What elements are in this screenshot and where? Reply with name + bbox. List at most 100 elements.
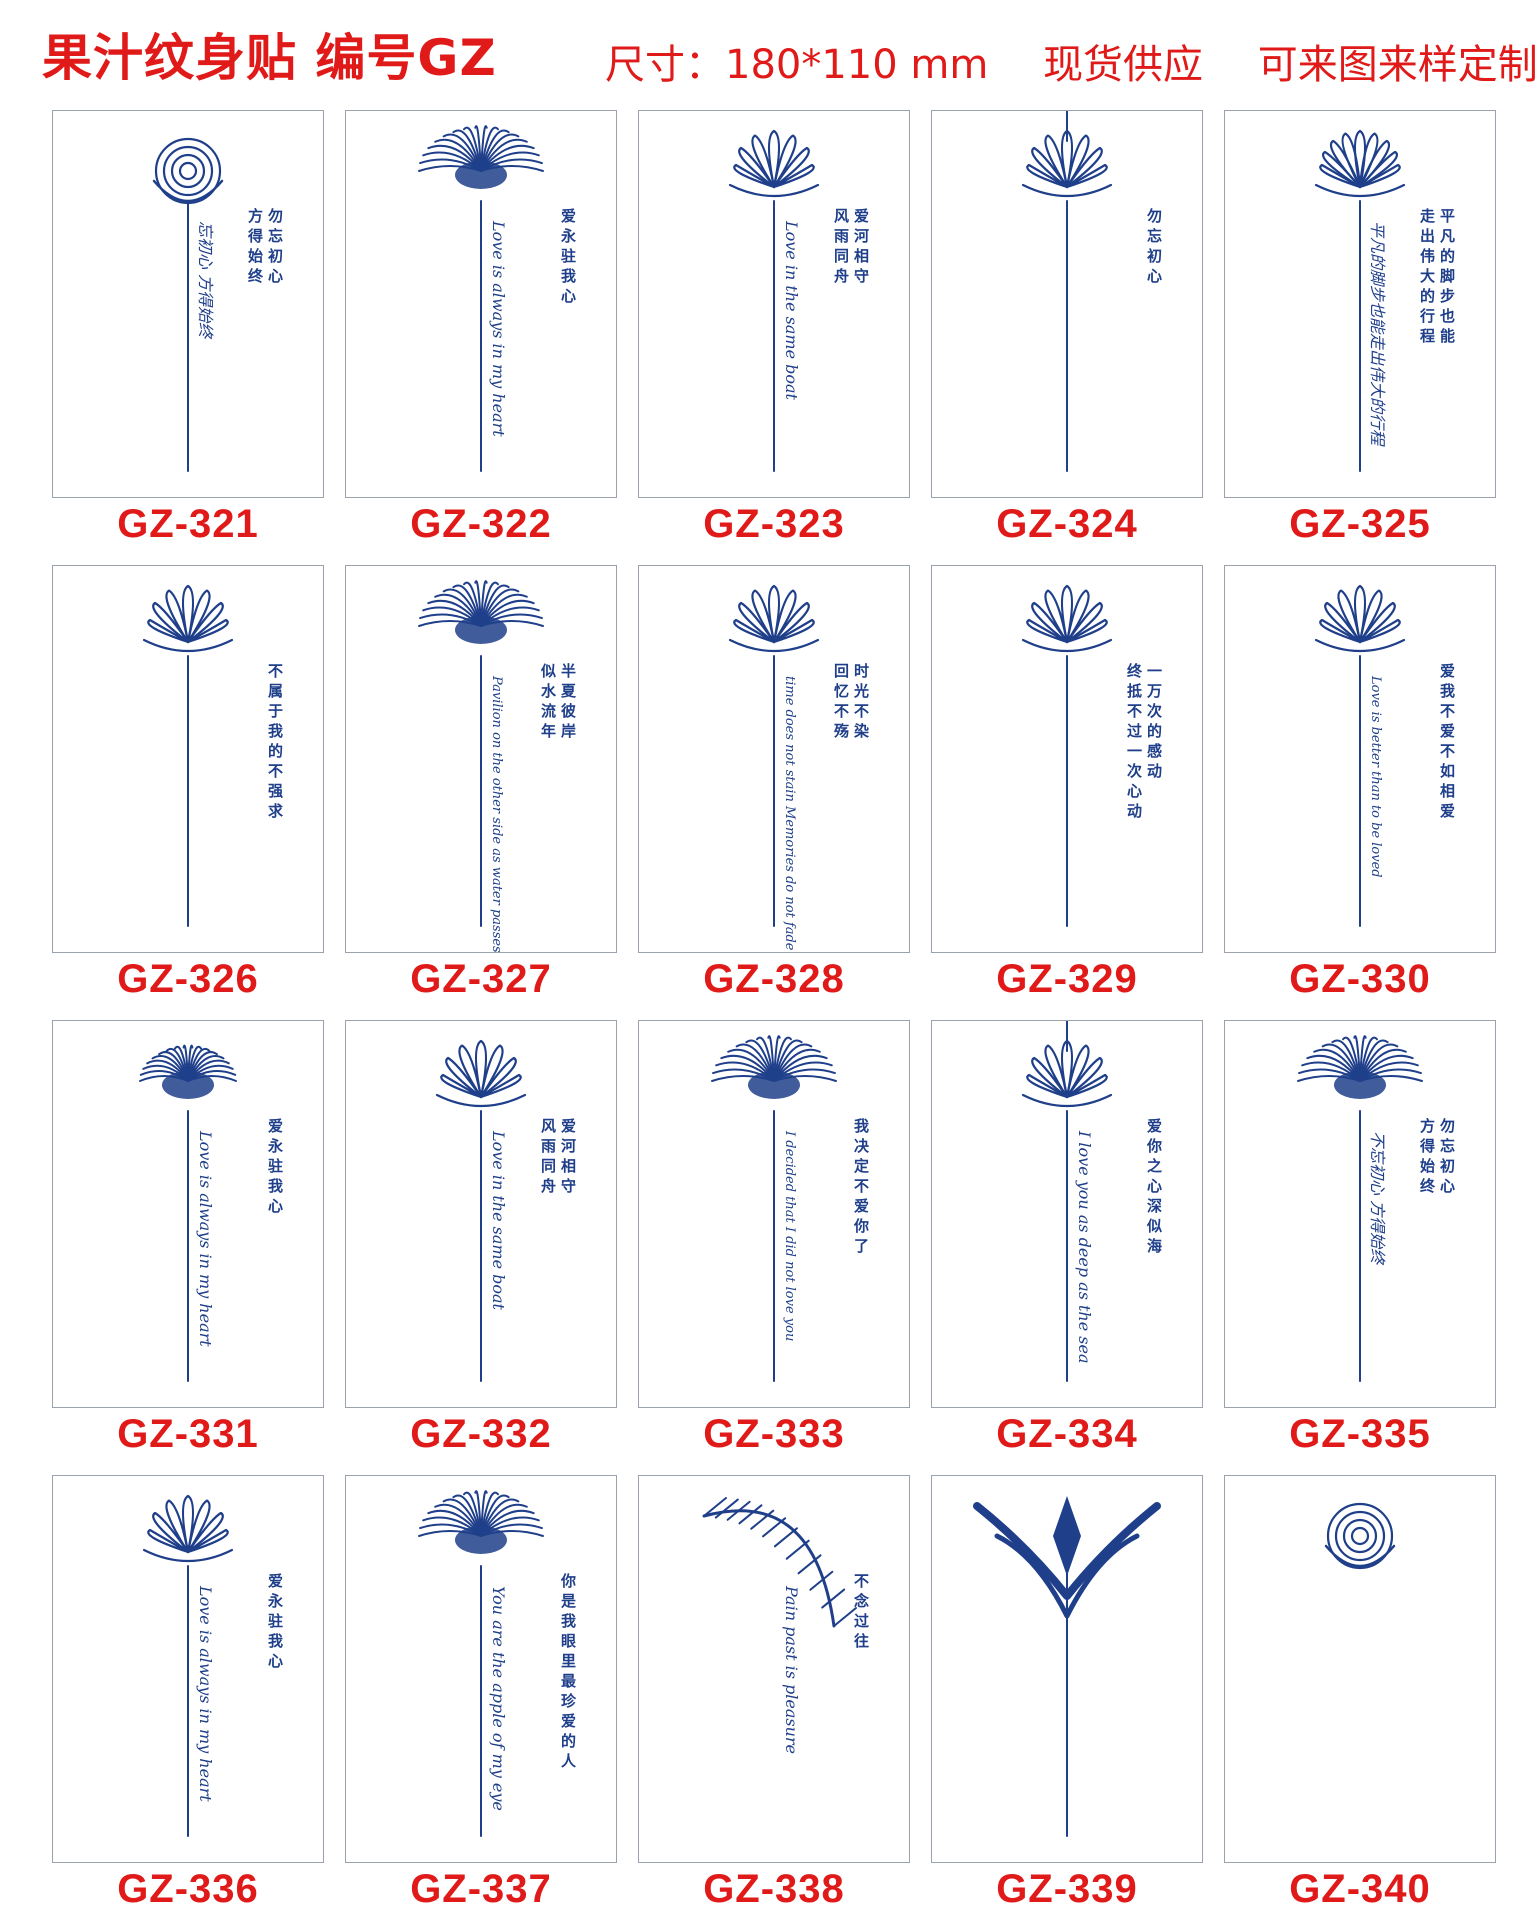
tattoo-script-text: Love in the same boat (489, 1130, 508, 1311)
tattoo-artwork: You are the apple of my eye 你是我眼里最珍爱的人 (418, 1490, 577, 1837)
tattoo-artwork (1324, 1502, 1396, 1570)
tattoo-card[interactable]: I decided that I did not love you 我决定不爱你了… (638, 1020, 910, 1472)
item-code: GZ-327 (410, 957, 552, 1001)
lotus-icon (142, 584, 234, 653)
tattoo-preview: 不忘初心 方得始终 勿忘初心 方得始终 (1224, 1020, 1496, 1408)
tattoo-preview: time does not stain Memories do not fade… (638, 565, 910, 953)
tattoo-script-text: You are the apple of my eye (489, 1586, 508, 1811)
tattoo-artwork (973, 1496, 1161, 1837)
tattoo-side-text: 爱河相守 (854, 207, 869, 285)
tattoo-side-text: 爱河相守 (561, 1117, 576, 1195)
tattoo-card[interactable]: 忘初心 方得始终 勿忘初心 方得始终 GZ-321 (52, 110, 324, 562)
spider-lily-icon (711, 1035, 837, 1099)
tattoo-card[interactable]: I love you as deep as the sea 爱你之心深似海 GZ-3… (931, 1020, 1203, 1472)
tattoo-artwork: Pain past is pleasure 不念过往 (702, 1497, 869, 1754)
tattoo-side-text: 似水流年 (540, 662, 557, 740)
tattoo-side-text: 方得始终 (1419, 1117, 1436, 1195)
spider-lily-icon (418, 580, 544, 644)
lotus-icon (728, 584, 820, 653)
tattoo-artwork: 平凡的脚步也能走出伟大的行程 平凡的脚步也能走出伟大的行程 (1314, 129, 1455, 472)
tattoo-artwork: I decided that I did not love you 我决定不爱你了 (711, 1035, 870, 1382)
tattoo-card[interactable]: 勿忘初心 GZ-324 (931, 110, 1203, 562)
tattoo-side-text: 勿忘初心 (1146, 207, 1162, 285)
item-code: GZ-332 (410, 1412, 552, 1456)
tattoo-preview: Pain past is pleasure 不念过往 (638, 1475, 910, 1863)
tribal-icon (973, 1496, 1161, 1619)
tattoo-script-text: 忘初心 方得始终 (196, 221, 215, 340)
rose-icon (152, 137, 224, 205)
tattoo-card[interactable]: Love is always in my heart 爱永驻我心 GZ-331 (52, 1020, 324, 1472)
tattoo-card[interactable]: 不属于我的不强求 GZ-326 (52, 565, 324, 1017)
tattoo-preview: Love in the same boat 爱河相守 风雨同舟 (638, 110, 910, 498)
tattoo-side-text: 方得始终 (247, 207, 264, 285)
tattoo-card[interactable]: Pain past is pleasure 不念过往 GZ-338 (638, 1475, 910, 1927)
tattoo-script-text: I love you as deep as the sea (1075, 1130, 1094, 1364)
tattoo-preview: 平凡的脚步也能走出伟大的行程 平凡的脚步也能 走出伟大的行程 (1224, 110, 1496, 498)
tattoo-card[interactable]: Pavilion on the other side as water pass… (345, 565, 617, 1017)
tattoo-card[interactable]: 平凡的脚步也能走出伟大的行程 平凡的脚步也能 走出伟大的行程 GZ-325 (1224, 110, 1496, 562)
tattoo-side-text: 走出伟大的行程 (1419, 207, 1435, 345)
tattoo-side-text: 时光不染 (853, 662, 870, 740)
lotus-icon (1021, 584, 1113, 653)
tattoo-preview (931, 1475, 1203, 1863)
tattoo-preview: You are the apple of my eye 你是我眼里最珍爱的人 (345, 1475, 617, 1863)
tattoo-card[interactable]: GZ-339 (931, 1475, 1203, 1927)
item-code: GZ-326 (117, 957, 259, 1001)
item-code: GZ-333 (703, 1412, 845, 1456)
tattoo-preview: Love in the same boat 爱河相守 风雨同舟 (345, 1020, 617, 1408)
header: 果汁纹身贴 编号GZ 尺寸：180*110 mm 现货供应 可来图来样定制 (0, 0, 1539, 100)
tattoo-card[interactable]: Love is better than to be loved 爱我不爱不如相爱 G… (1224, 565, 1496, 1017)
tattoo-script-text: Love in the same boat (782, 220, 801, 401)
spider-lily-icon (1297, 1035, 1423, 1099)
item-code: GZ-336 (117, 1867, 259, 1911)
item-code: GZ-338 (703, 1867, 845, 1911)
tattoo-artwork: I love you as deep as the sea 爱你之心深似海 (1021, 1021, 1162, 1382)
tattoo-card[interactable]: 一万次的感动 终抵不过一次心动 GZ-329 (931, 565, 1203, 1017)
lotus-icon (1314, 584, 1406, 653)
tattoo-card[interactable]: time does not stain Memories do not fade… (638, 565, 910, 1017)
lotus-ornament-icon (1021, 111, 1113, 198)
item-code: GZ-340 (1289, 1867, 1431, 1911)
tattoo-side-text: 爱永驻我心 (267, 1572, 284, 1670)
tattoo-script-text: 不忘初心 方得始终 (1368, 1131, 1387, 1266)
tattoo-side-text: 爱我不爱不如相爱 (1440, 662, 1455, 820)
tattoo-side-text: 爱永驻我心 (267, 1117, 284, 1215)
tattoo-preview: 一万次的感动 终抵不过一次心动 (931, 565, 1203, 953)
tattoo-card[interactable]: Love in the same boat 爱河相守 风雨同舟 GZ-323 (638, 110, 910, 562)
tattoo-card[interactable]: 不忘初心 方得始终 勿忘初心 方得始终 GZ-335 (1224, 1020, 1496, 1472)
peony-icon (1314, 129, 1406, 198)
tattoo-preview: I love you as deep as the sea 爱你之心深似海 (931, 1020, 1203, 1408)
item-code: GZ-334 (996, 1412, 1138, 1456)
tattoo-side-text: 风雨同舟 (834, 207, 849, 285)
item-code: GZ-323 (703, 502, 845, 546)
tattoo-card[interactable]: Love is always in my heart 爱永驻我心 GZ-322 (345, 110, 617, 562)
tattoo-side-text: 爱永驻我心 (560, 207, 577, 305)
tattoo-side-text: 你是我眼里最珍爱的人 (560, 1572, 577, 1770)
lotus-icon (435, 1039, 527, 1108)
tattoo-card[interactable]: GZ-340 (1224, 1475, 1496, 1927)
tattoo-script-text: Love is always in my heart (489, 220, 508, 437)
item-code: GZ-322 (410, 502, 552, 546)
tattoo-side-text: 半夏彼岸 (560, 662, 577, 740)
tattoo-card[interactable]: You are the apple of my eye 你是我眼里最珍爱的人 GZ-… (345, 1475, 617, 1927)
tattoo-side-text: 勿忘初心 (267, 207, 283, 285)
item-code: GZ-339 (996, 1867, 1138, 1911)
item-code: GZ-329 (996, 957, 1138, 1001)
tattoo-side-text: 我决定不爱你了 (853, 1117, 870, 1255)
tattoo-card[interactable]: Love in the same boat 爱河相守 风雨同舟 GZ-332 (345, 1020, 617, 1472)
spider-lily-icon (418, 1490, 544, 1554)
item-code: GZ-321 (117, 502, 259, 546)
tattoo-artwork: Love is better than to be loved 爱我不爱不如相爱 (1314, 584, 1455, 927)
tattoo-artwork: time does not stain Memories do not fade… (728, 584, 870, 951)
tattoo-grid: 忘初心 方得始终 勿忘初心 方得始终 GZ-321 Love is always in … (52, 110, 1502, 1911)
tattoo-script-text: I decided that I did not love you (782, 1130, 797, 1341)
tattoo-side-text: 平凡的脚步也能 (1440, 207, 1455, 345)
tattoo-artwork: Love is always in my heart 爱永驻我心 (139, 1044, 284, 1382)
tattoo-artwork: Love is always in my heart 爱永驻我心 (418, 125, 577, 472)
tattoo-artwork: 不属于我的不强求 (142, 584, 284, 927)
tattoo-card[interactable]: Love is always in my heart 爱永驻我心 GZ-336 (52, 1475, 324, 1927)
